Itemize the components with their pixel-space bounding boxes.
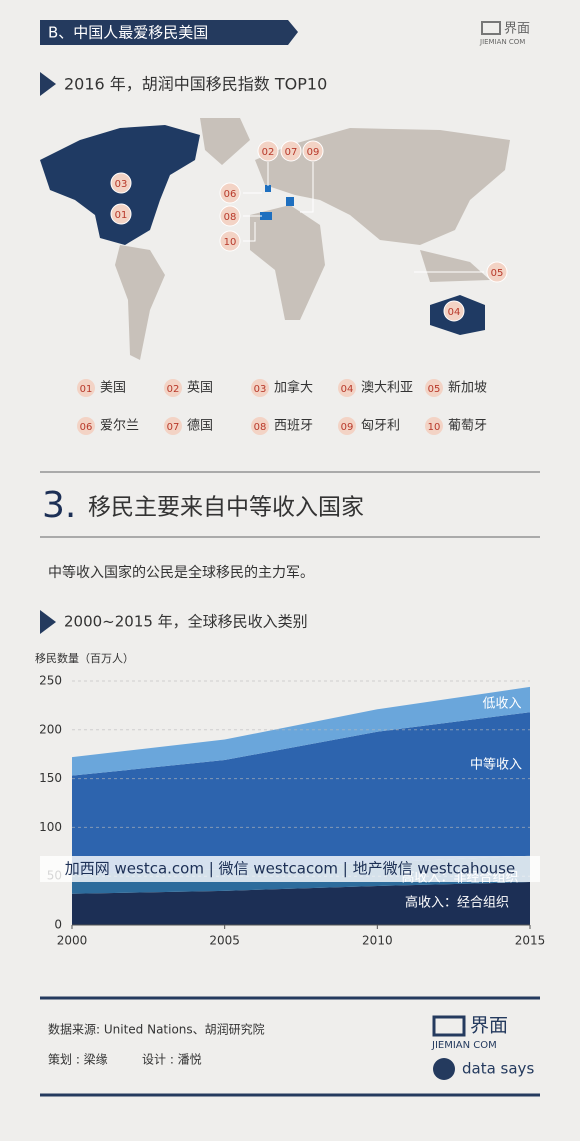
marker-label: 08 (224, 212, 237, 223)
legend-name: 新加坡 (448, 380, 487, 396)
legend-circle (77, 417, 95, 435)
legend-name: 匈牙利 (361, 419, 400, 434)
section-banner (40, 20, 298, 45)
marker-circle (280, 140, 302, 162)
legend-num: 02 (167, 384, 180, 395)
x-tick-label: 2015 (515, 934, 546, 948)
legend-circle (164, 379, 182, 397)
marker-label: 01 (115, 210, 128, 221)
source: 数据来源: United Nations、胡润研究院 (48, 1022, 265, 1037)
section-title: B、中国人最爱移民美国 (48, 24, 208, 42)
marker-label: 10 (224, 237, 237, 248)
logo-sub: JIEMIAN COM (479, 38, 525, 46)
series-label: 高收入：经合组织 (405, 895, 509, 911)
brand-icon (433, 1058, 455, 1080)
x-tick-label: 2010 (362, 934, 393, 948)
legend-num: 03 (254, 384, 267, 395)
marker-label: 06 (224, 189, 237, 200)
marker-circle (110, 203, 132, 225)
legend-num: 07 (167, 422, 180, 433)
area (72, 686, 530, 776)
series-label: 低收入 (482, 697, 521, 712)
section-heading: 移民主要来自中等收入国家 (88, 495, 364, 521)
legend-circle (338, 379, 356, 397)
watermark: 加西网 westca.com | 微信 westcacom | 地产微信 wes… (65, 860, 515, 878)
y-tick-label: 250 (39, 674, 62, 688)
credits-plan: 策划 : 梁缘 (48, 1052, 108, 1067)
legend-circle (425, 417, 443, 435)
y-tick-label: 150 (39, 771, 62, 785)
legend-num: 06 (80, 422, 93, 433)
y-axis-label: 移民数量（百万人） (35, 652, 134, 665)
watermark-band (40, 856, 540, 882)
legend-name: 德国 (187, 419, 213, 434)
credits-design: 设计 : 潘悦 (142, 1053, 202, 1067)
area (72, 712, 530, 875)
legend-num: 01 (80, 384, 93, 395)
marker-circle (302, 140, 324, 162)
logo-icon (432, 1015, 466, 1037)
series-label: 中等收入 (470, 757, 522, 773)
legend-num: 04 (341, 384, 354, 395)
x-tick-label: 2005 (209, 934, 240, 948)
legend-num: 09 (341, 422, 354, 433)
logo: 界面 (504, 22, 530, 37)
marker-circle (486, 261, 508, 283)
bullet (40, 72, 56, 96)
marker-circle (257, 140, 279, 162)
marker-circle (443, 300, 465, 322)
marker-label: 02 (262, 147, 275, 158)
marker-label: 03 (115, 179, 128, 190)
footer-logo-sub: JIEMIAN COM (431, 1040, 497, 1051)
brand: data says (462, 1060, 534, 1078)
legend-circle (338, 417, 356, 435)
legend-name: 加拿大 (274, 380, 313, 396)
y-tick-label: 0 (54, 918, 62, 932)
y-tick-label: 200 (39, 722, 62, 736)
footer-logo: 界面 (470, 1015, 508, 1037)
marker-circle (219, 205, 241, 227)
legend-name: 澳大利亚 (361, 380, 413, 396)
marker-label: 07 (285, 147, 298, 158)
bullet (40, 610, 56, 634)
legend-num: 10 (428, 422, 441, 433)
legend-name: 西班牙 (274, 419, 313, 434)
legend-circle (425, 379, 443, 397)
map-title: 2016 年，胡润中国移民指数 TOP10 (64, 75, 327, 94)
y-tick-label: 100 (39, 820, 62, 834)
legend-circle (251, 379, 269, 397)
body-text: 中等收入国家的公民是全球移民的主力军。 (48, 564, 314, 581)
legend-name: 英国 (187, 381, 213, 396)
chart-title: 2000~2015 年，全球移民收入类别 (64, 613, 308, 631)
marker-circle (110, 172, 132, 194)
legend-circle (164, 417, 182, 435)
legend-name: 葡萄牙 (448, 419, 487, 434)
marker-label: 05 (491, 268, 504, 279)
marker-label: 04 (448, 307, 461, 318)
legend-num: 08 (254, 422, 267, 433)
legend-name: 美国 (100, 381, 126, 396)
marker-circle (219, 182, 241, 204)
legend-circle (251, 417, 269, 435)
area (72, 882, 530, 925)
marker-label: 09 (307, 147, 320, 158)
legend-circle (77, 379, 95, 397)
marker-circle (219, 230, 241, 252)
logo-icon (481, 21, 501, 35)
legend-name: 爱尔兰 (100, 419, 139, 434)
legend-num: 05 (428, 384, 441, 395)
section-number: 3. (42, 485, 76, 526)
x-tick-label: 2000 (57, 934, 88, 948)
